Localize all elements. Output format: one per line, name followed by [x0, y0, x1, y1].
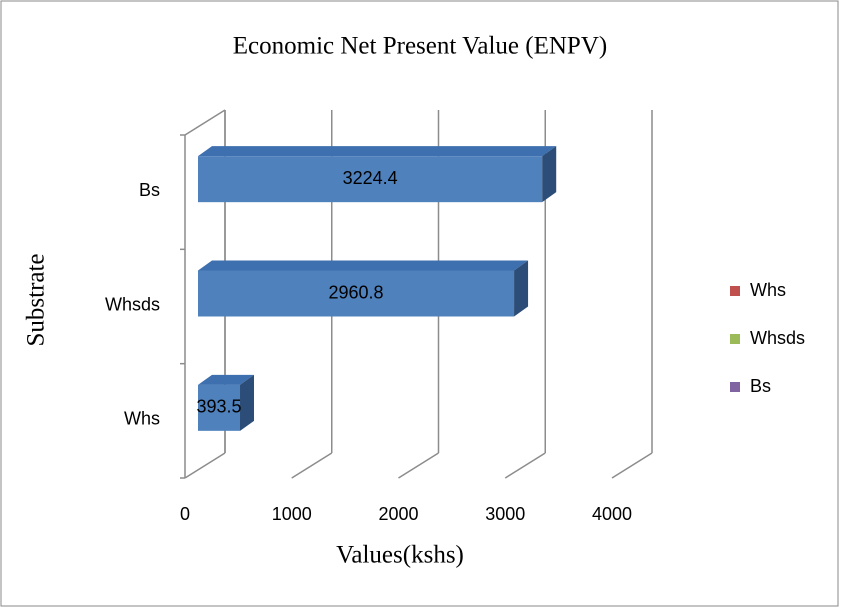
floor-line — [504, 452, 546, 479]
bar-side — [514, 260, 529, 317]
y-tick-label: Bs — [139, 180, 160, 200]
value-label: 393.5 — [196, 397, 241, 417]
bar — [198, 384, 241, 431]
legend-swatch — [730, 286, 740, 296]
floor-line — [291, 452, 333, 479]
value-label: 2960.8 — [329, 282, 384, 302]
x-tick-label: 2000 — [378, 504, 418, 524]
axis-wall — [184, 109, 226, 136]
legend-label: Bs — [750, 376, 771, 396]
floor-line — [611, 452, 653, 479]
bar-side — [542, 146, 557, 203]
floor-line — [184, 452, 226, 479]
x-tick-label: 0 — [180, 504, 190, 524]
x-tick-label: 4000 — [592, 504, 632, 524]
legend-label: Whsds — [750, 328, 805, 348]
bar-side — [240, 374, 255, 431]
legend-swatch — [730, 382, 740, 392]
chart-title: Economic Net Present Value (ENPV) — [233, 33, 607, 60]
bar-top — [198, 260, 529, 271]
x-tick-label: 1000 — [272, 504, 312, 524]
value-label: 3224.4 — [343, 168, 398, 188]
bar-top — [198, 374, 255, 385]
y-axis-label: Substrate — [23, 253, 50, 346]
y-tick-label: Whsds — [105, 294, 160, 314]
bar-top — [198, 146, 557, 157]
bar — [198, 270, 515, 317]
x-axis-label: Values(kshs) — [336, 542, 464, 569]
floor-line — [398, 452, 439, 479]
bar — [198, 156, 543, 203]
legend-label: Whs — [750, 280, 786, 300]
x-tick-label: 3000 — [485, 504, 525, 524]
legend-swatch — [730, 334, 740, 344]
y-tick-label: Whs — [124, 409, 160, 429]
